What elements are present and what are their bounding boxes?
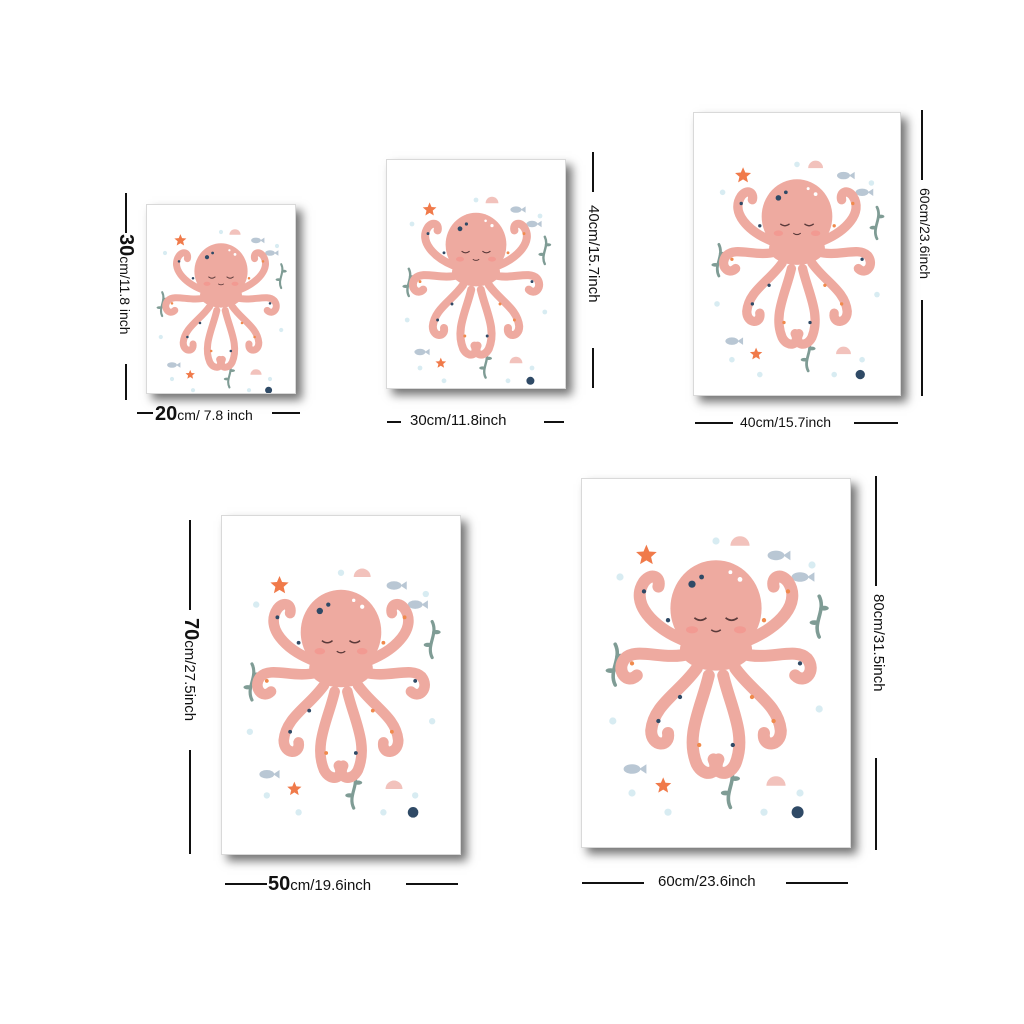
octopus-illustration	[605, 536, 829, 819]
height-dimension-line-bottom	[189, 750, 191, 854]
height-label-30x40: 40cm/15.7inch	[585, 205, 602, 303]
height-label-unit: 60cm/23.6inch	[917, 188, 933, 280]
poster-50x70	[221, 515, 461, 855]
height-label-60x80: 80cm/31.5inch	[870, 594, 887, 692]
height-dimension-line-bottom	[921, 300, 923, 396]
width-label-50x70: 50cm/19.6inch	[268, 874, 371, 894]
poster-20x30	[146, 204, 296, 394]
width-dimension-line-left	[695, 422, 733, 424]
height-dimension-line-top	[592, 152, 594, 192]
width-dimension-line-right	[544, 421, 564, 423]
width-label-unit: 60cm/23.6inch	[658, 873, 756, 890]
width-dimension-line-right	[272, 412, 300, 414]
poster-40x60	[693, 112, 901, 396]
width-label-unit: 40cm/15.7inch	[740, 414, 832, 430]
height-dimension-line-top	[921, 110, 923, 180]
octopus-illustration	[156, 229, 287, 393]
width-label-unit: cm/19.6inch	[290, 877, 372, 894]
octopus-illustration	[243, 568, 441, 818]
width-dimension-line-left	[225, 883, 267, 885]
height-dimension-line-top	[125, 193, 127, 233]
width-dimension-line-right	[406, 883, 458, 885]
octopus-illustration	[711, 160, 885, 380]
width-dimension-line-left	[582, 882, 644, 884]
width-label-number: 50	[268, 873, 291, 895]
height-dimension-line-bottom	[875, 758, 877, 850]
width-label-number: 20	[155, 403, 178, 425]
width-label-unit: 30cm/11.8inch	[410, 412, 507, 429]
width-label-60x80: 60cm/23.6inch	[658, 874, 756, 890]
width-dimension-line-left	[137, 412, 153, 414]
poster-60x80	[581, 478, 851, 848]
height-label-unit: 40cm/15.7inch	[585, 205, 602, 303]
width-dimension-line-left	[387, 421, 401, 423]
height-label-unit: cm/11.8 inch	[117, 256, 133, 335]
height-label-40x60: 60cm/23.6inch	[916, 188, 933, 280]
height-dimension-line-bottom	[592, 348, 594, 388]
octopus-illustration	[402, 196, 552, 385]
height-label-unit: 80cm/31.5inch	[870, 594, 887, 692]
poster-30x40	[386, 159, 566, 389]
width-label-unit: cm/ 7.8 inch	[177, 407, 253, 423]
height-label-unit: cm/27.5inch	[181, 640, 198, 722]
width-dimension-line-right	[786, 882, 848, 884]
height-label-number: 30	[115, 234, 137, 257]
width-label-40x60: 40cm/15.7inch	[740, 415, 831, 431]
width-label-20x30: 20cm/ 7.8 inch	[155, 404, 253, 424]
height-dimension-line-top	[189, 520, 191, 610]
width-dimension-line-right	[854, 422, 898, 424]
height-dimension-line-bottom	[125, 364, 127, 400]
width-label-30x40: 30cm/11.8inch	[410, 413, 506, 429]
height-dimension-line-top	[875, 476, 877, 586]
height-label-50x70: 70cm/27.5inch	[180, 618, 202, 722]
height-label-number: 70	[180, 618, 202, 641]
height-label-20x30: 30cm/11.8 inch	[115, 234, 137, 335]
